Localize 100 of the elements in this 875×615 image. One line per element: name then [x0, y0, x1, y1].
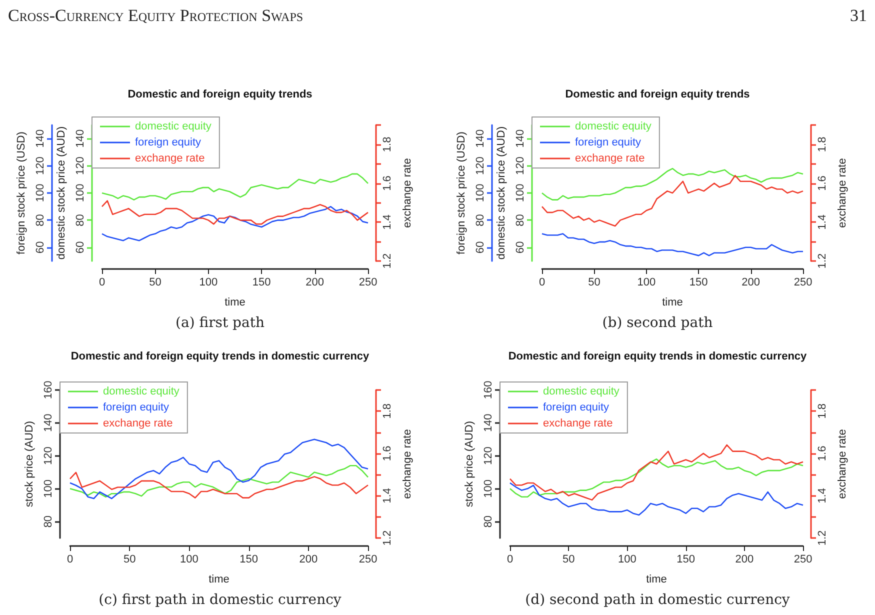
y-axis-title: domestic stock price (AUD)	[56, 126, 68, 260]
x-tick-label: 0	[538, 276, 546, 288]
text: 31	[850, 6, 867, 26]
y2-tick-label: 1.2	[382, 530, 394, 546]
line-series	[101, 200, 369, 225]
y2-tick-label: 1.8	[816, 403, 828, 419]
legend-label: domestic equity	[135, 120, 212, 132]
y3-axis-title: foreign stock price (USD)	[456, 132, 468, 254]
y2-axis-title: exchange rate	[402, 429, 414, 499]
text: Cross-Currency Equity Protection Swaps	[8, 6, 304, 26]
y2-tick-label: 1.4	[382, 488, 394, 504]
chart-title: Domestic and foreign equity trends	[565, 88, 750, 100]
x-axis-title: time	[208, 574, 230, 586]
legend-label: domestic equity	[575, 120, 652, 132]
legend-label: foreign equity	[575, 136, 642, 148]
text: (b) second path	[601, 315, 714, 331]
y2-tick-label: 1.8	[382, 136, 394, 152]
y-axis-title: stock price (AUD)	[464, 420, 476, 508]
legend-label: exchange rate	[575, 152, 645, 164]
y-tick-label: 60	[514, 241, 526, 254]
y2-tick-label: 1.2	[816, 530, 828, 546]
y-tick-label: 80	[514, 214, 526, 226]
y2-axis-title: exchange rate	[402, 158, 414, 228]
x-tick-label: 250	[358, 554, 378, 566]
chart-title: Domestic and foreign equity trends in domestic currency	[70, 350, 370, 362]
y-tick-label: 120	[42, 446, 54, 465]
x-tick-label: 150	[689, 276, 708, 288]
legend-label: foreign equity	[135, 136, 202, 148]
y2-tick-label: 1.8	[816, 136, 828, 152]
y2-axis-title: exchange rate	[836, 429, 848, 499]
y-tick-label: 140	[42, 414, 54, 432]
text: (a) first path	[174, 315, 266, 331]
y3-tick-label: 80	[34, 214, 46, 226]
chart-title: Domestic and foreign equity trends in domestic currency	[508, 350, 808, 362]
y3-tick-label: 60	[474, 241, 486, 254]
x-tick-label: 150	[676, 554, 695, 566]
y-tick-label: 100	[482, 479, 494, 498]
x-tick-label: 200	[742, 276, 760, 288]
legend-label: exchange rate	[103, 418, 173, 430]
legend-label: exchange rate	[135, 152, 205, 164]
y-tick-label: 120	[482, 446, 494, 465]
y2-tick-label: 1.4	[816, 214, 828, 230]
y-tick-label: 160	[482, 380, 494, 400]
x-tick-label: 200	[306, 276, 324, 288]
legend-label: domestic equity	[103, 386, 180, 398]
y-tick-label: 80	[42, 515, 54, 528]
line-series	[69, 438, 369, 500]
y-tick-label: 120	[514, 156, 526, 175]
y2-tick-label: 1.6	[382, 176, 394, 191]
y2-tick-label: 1.6	[816, 176, 828, 191]
y3-tick-label: 60	[34, 241, 46, 254]
line-series	[101, 173, 369, 200]
y2-axis-title: exchange rate	[836, 158, 848, 228]
line-series	[541, 168, 804, 200]
x-tick-label: 150	[252, 276, 271, 288]
line-series	[541, 174, 804, 227]
y2-tick-label: 1.4	[382, 214, 394, 230]
legend-label: foreign equity	[543, 402, 610, 414]
x-tick-label: 0	[98, 276, 106, 288]
x-axis-title: time	[662, 296, 683, 308]
x-axis-title: time	[224, 296, 246, 308]
x-tick-label: 50	[149, 276, 162, 288]
x-tick-label: 100	[199, 276, 218, 288]
x-tick-label: 200	[299, 554, 318, 566]
y2-tick-label: 1.2	[382, 253, 394, 269]
y-tick-label: 120	[74, 156, 86, 175]
y-tick-label: 140	[514, 129, 526, 148]
line-series	[509, 458, 804, 498]
x-tick-label: 250	[358, 276, 378, 288]
chart-title: Domestic and foreign equity trends	[128, 88, 312, 100]
x-tick-label: 100	[618, 554, 636, 566]
legend-label: domestic equity	[543, 386, 620, 398]
x-tick-label: 50	[562, 554, 575, 566]
y-tick-label: 160	[42, 380, 54, 400]
y-tick-label: 80	[74, 214, 86, 226]
y2-tick-label: 1.6	[382, 446, 394, 462]
line-series	[509, 482, 804, 516]
y-tick-label: 80	[482, 515, 494, 528]
y2-tick-label: 1.6	[816, 446, 828, 462]
line-series	[509, 444, 804, 501]
y3-axis-title: foreign stock price (USD)	[16, 132, 28, 254]
y-axis-title: stock price (AUD)	[24, 420, 36, 508]
legend-label: exchange rate	[543, 418, 613, 430]
y-tick-label: 100	[514, 184, 526, 202]
text: (c) first path in domestic currency	[98, 592, 342, 608]
x-tick-label: 250	[794, 554, 812, 566]
x-tick-label: 50	[588, 276, 600, 288]
x-axis-title: time	[646, 574, 667, 586]
line-series	[101, 206, 369, 242]
y-tick-label: 100	[42, 479, 54, 498]
x-tick-label: 100	[180, 554, 198, 566]
line-series	[69, 464, 369, 498]
y3-tick-label: 80	[474, 214, 486, 226]
x-tick-label: 50	[123, 554, 136, 566]
x-tick-label: 100	[637, 276, 656, 288]
legend-label: foreign equity	[103, 402, 170, 414]
x-tick-label: 150	[240, 554, 258, 566]
y-tick-label: 140	[74, 129, 86, 148]
y2-tick-label: 1.2	[816, 253, 828, 269]
text: (d) second path in domestic currency	[524, 592, 791, 608]
